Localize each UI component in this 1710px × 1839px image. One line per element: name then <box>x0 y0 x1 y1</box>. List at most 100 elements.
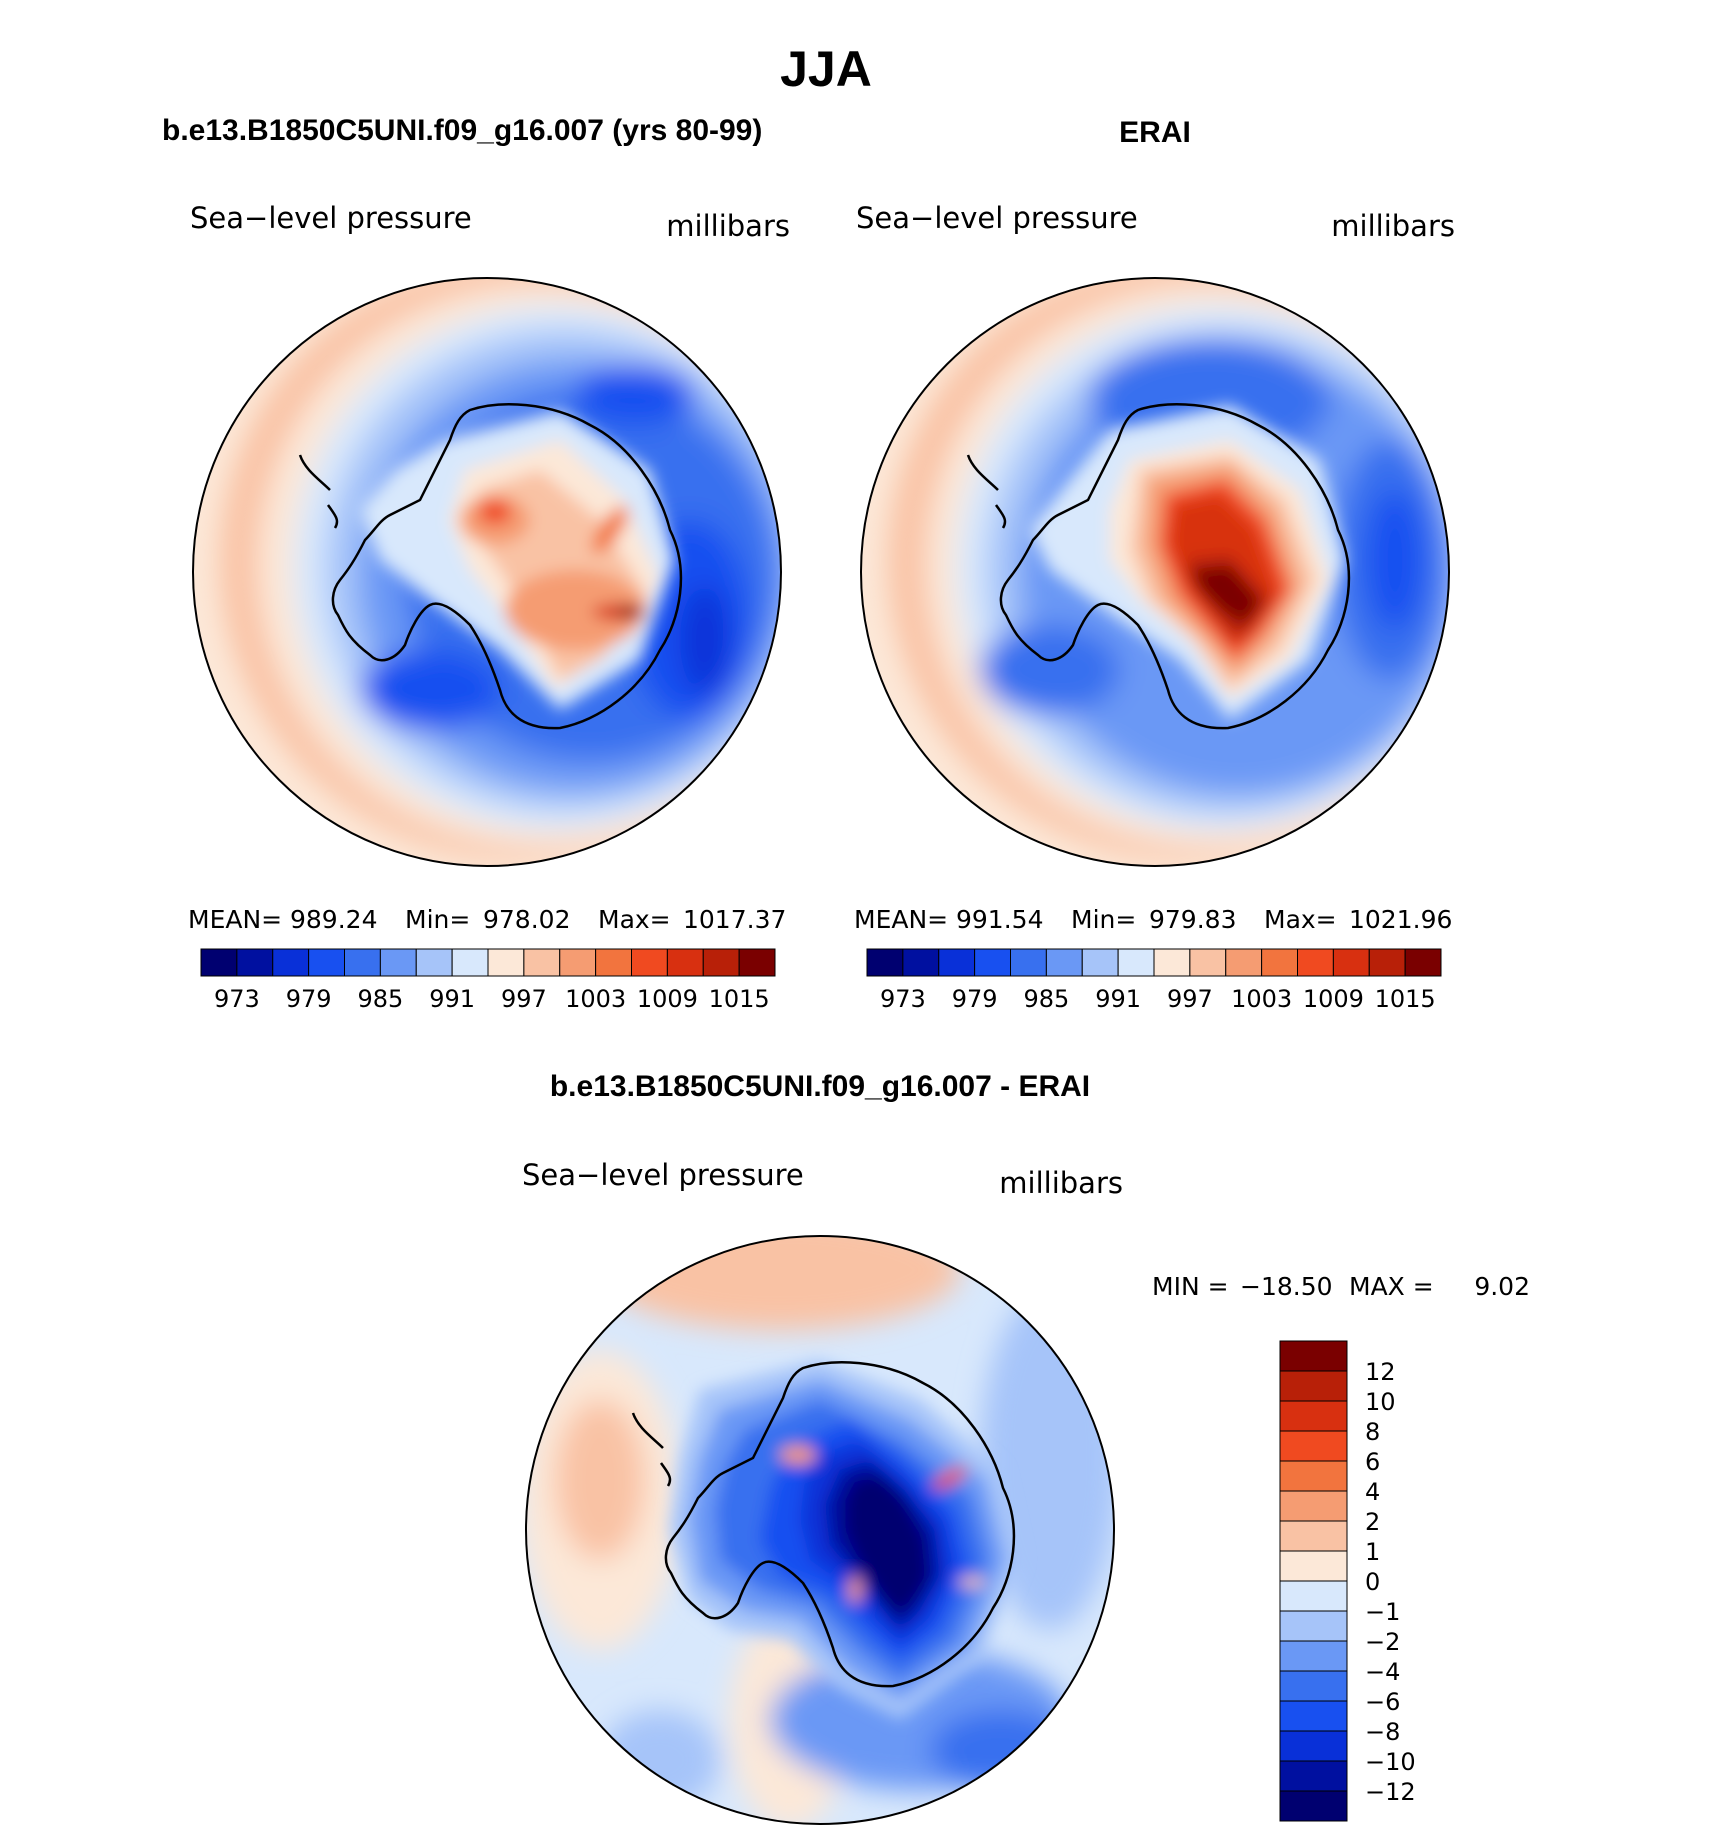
colorbar-swatch <box>415 948 453 977</box>
colorbar-swatch <box>1279 1610 1348 1642</box>
colorbar-tick-label: 12 <box>1365 1358 1396 1386</box>
colorbar-tick-label: −4 <box>1365 1658 1400 1686</box>
panel-erai-title: ERAI <box>1119 116 1191 149</box>
colorbar-tick-label: 6 <box>1365 1448 1380 1476</box>
colorbar-swatch <box>595 948 632 977</box>
colorbar-tick-label: 985 <box>357 985 403 1013</box>
colorbar-swatch <box>1279 1490 1348 1522</box>
colorbar-swatch <box>1045 948 1083 977</box>
panel-difference-left-label: Sea−level pressure <box>522 1158 804 1192</box>
colorbar-tick-label: 985 <box>1023 985 1069 1013</box>
colorbar-tick-label: −8 <box>1365 1718 1400 1746</box>
colorbar-tick-label: 1015 <box>709 985 770 1013</box>
colorbar-swatch <box>1297 948 1334 977</box>
panel-model-colorbar: 973 979 985 991 997 1003 1009 1015 <box>200 948 776 1013</box>
colorbar-swatch <box>1404 948 1442 977</box>
colorbar-swatch <box>1117 948 1155 977</box>
colorbar-swatch <box>379 948 417 977</box>
panel-difference-min-value: −18.50 <box>1240 1272 1333 1301</box>
colorbar-tick-label: 973 <box>880 985 926 1013</box>
colorbar-swatch <box>1279 1370 1348 1402</box>
panel-model-mean-value: 989.24 <box>290 905 377 934</box>
colorbar-swatch <box>1279 1430 1348 1462</box>
colorbar-swatch <box>866 948 904 977</box>
colorbar-tick-label: 973 <box>214 985 260 1013</box>
colorbar-swatch <box>902 948 940 977</box>
colorbar-swatch <box>1279 1640 1348 1672</box>
panel-difference: b.e13.B1850C5UNI.f09_g16.007 - ERAI Sea−… <box>522 1070 1530 1825</box>
colorbar-tick-label: 0 <box>1365 1568 1380 1596</box>
colorbar-tick-label: 1003 <box>1231 985 1292 1013</box>
colorbar-swatch <box>974 948 1011 977</box>
colorbar-swatch <box>1368 948 1406 977</box>
panel-model-mean-label: MEAN= <box>188 905 282 934</box>
panel-model-title: b.e13.B1850C5UNI.f09_g16.007 (yrs 80-99) <box>162 114 762 147</box>
panel-model-min-value: 978.02 <box>483 905 570 934</box>
panel-erai-map <box>860 277 1450 867</box>
colorbar-swatch <box>236 948 274 977</box>
panel-erai-mean-value: 991.54 <box>956 905 1043 934</box>
colorbar-swatch <box>938 948 976 977</box>
colorbar-swatch <box>1279 1520 1348 1552</box>
colorbar-swatch <box>487 948 525 977</box>
panel-difference-max-label: MAX = <box>1349 1272 1434 1301</box>
colorbar-swatch <box>559 948 597 977</box>
panel-model: b.e13.B1850C5UNI.f09_g16.007 (yrs 80-99)… <box>162 114 790 1013</box>
colorbar-tick-label: 979 <box>286 985 332 1013</box>
colorbar-swatch <box>451 948 489 977</box>
panel-model-min-label: Min= <box>405 905 470 934</box>
colorbar-tick-label: −12 <box>1365 1778 1416 1806</box>
colorbar-tick-label: 1003 <box>565 985 626 1013</box>
colorbar-swatch <box>523 948 561 977</box>
colorbar-swatch <box>272 948 310 977</box>
colorbar-swatch <box>1010 948 1047 977</box>
colorbar-tick-label: 4 <box>1365 1478 1380 1506</box>
colorbar-swatch <box>1279 1700 1348 1732</box>
colorbar-tick-label: −1 <box>1365 1598 1400 1626</box>
colorbar-swatch <box>631 948 668 977</box>
colorbar-tick-label: 991 <box>1095 985 1141 1013</box>
page-title: JJA <box>780 41 872 97</box>
colorbar-swatch <box>344 948 381 977</box>
panel-erai-colorbar: 973 979 985 991 997 1003 1009 1015 <box>866 948 1442 1013</box>
panel-model-left-label: Sea−level pressure <box>190 201 472 235</box>
colorbar-tick-label: −6 <box>1365 1688 1400 1716</box>
colorbar-swatch <box>1189 948 1227 977</box>
panel-erai-left-label: Sea−level pressure <box>856 201 1138 235</box>
colorbar-swatch <box>738 948 776 977</box>
colorbar-tick-label: 991 <box>429 985 475 1013</box>
colorbar-swatch <box>1279 1460 1348 1492</box>
colorbar-tick-label: 1009 <box>1303 985 1364 1013</box>
panel-difference-max-value: 9.02 <box>1474 1272 1530 1301</box>
colorbar-tick-label: 997 <box>501 985 547 1013</box>
panel-erai-min-value: 979.83 <box>1149 905 1236 934</box>
colorbar-swatch <box>702 948 740 977</box>
colorbar-tick-label: 979 <box>952 985 998 1013</box>
panel-difference-min-label: MIN = <box>1152 1272 1229 1301</box>
colorbar-swatch <box>666 948 704 977</box>
colorbar-tick-label: −10 <box>1365 1748 1416 1776</box>
panel-difference-map <box>525 1235 1115 1825</box>
colorbar-swatch <box>1081 948 1119 977</box>
panel-model-max-value: 1017.37 <box>683 905 786 934</box>
panel-model-map <box>192 277 782 867</box>
colorbar-swatch <box>200 948 238 977</box>
colorbar-swatch <box>308 948 345 977</box>
colorbar-swatch <box>1153 948 1191 977</box>
colorbar-tick-label: 10 <box>1365 1388 1396 1416</box>
colorbar-swatch <box>1279 1340 1348 1372</box>
colorbar-swatch <box>1279 1760 1348 1792</box>
colorbar-swatch <box>1279 1550 1348 1582</box>
colorbar-tick-label: 1009 <box>637 985 698 1013</box>
colorbar-tick-label: 997 <box>1167 985 1213 1013</box>
panel-erai-right-label: millibars <box>1331 209 1455 243</box>
colorbar-tick-label: 2 <box>1365 1508 1380 1536</box>
panel-model-max-label: Max= <box>598 905 671 934</box>
colorbar-swatch <box>1279 1400 1348 1432</box>
panel-erai-mean-label: MEAN= <box>854 905 948 934</box>
colorbar-swatch <box>1332 948 1370 977</box>
colorbar-swatch <box>1279 1670 1348 1702</box>
colorbar-swatch <box>1261 948 1298 977</box>
